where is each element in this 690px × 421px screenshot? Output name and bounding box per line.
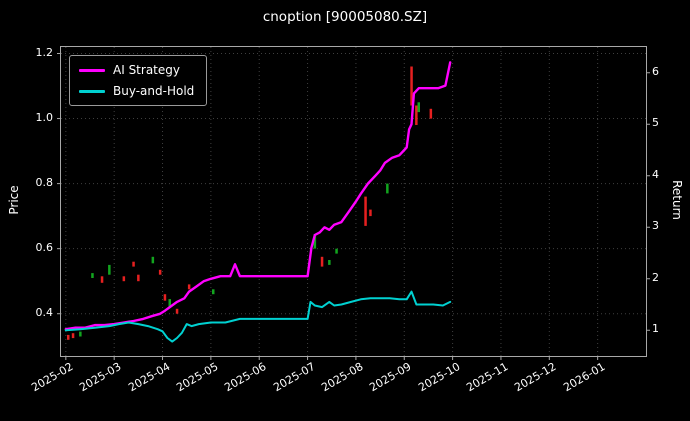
x-tick-label: 2025-07 — [270, 360, 318, 395]
y-left-tick-label: 0.6 — [35, 240, 54, 254]
x-tick-label: 2025-06 — [222, 360, 269, 395]
price-mark — [386, 183, 389, 194]
price-mark — [369, 209, 372, 217]
left-axis-label: Price — [7, 185, 21, 215]
price-mark — [212, 289, 215, 295]
chart-title: cnoption [90005080.SZ] — [262, 9, 428, 25]
y-right-tick-label: 2 — [652, 270, 659, 284]
price-mark — [91, 273, 94, 278]
y-right-tick-label: 6 — [652, 64, 659, 78]
price-mark — [137, 274, 140, 282]
price-mark — [320, 256, 324, 267]
right-axis-label: Return — [670, 180, 684, 220]
price-mark — [122, 276, 126, 282]
price-mark — [163, 294, 167, 301]
price-mark — [417, 102, 420, 113]
x-tick-label: 2025-12 — [512, 360, 559, 395]
price-mark — [415, 105, 418, 125]
price-mark — [410, 66, 413, 106]
plot-canvas — [57, 47, 650, 360]
ai-strategy-line-swatch — [79, 68, 105, 72]
price-mark — [151, 256, 155, 264]
y-right-tick-label: 5 — [652, 116, 659, 130]
price-mark — [108, 264, 111, 275]
legend-label-ai-strategy: AI Strategy — [113, 63, 180, 77]
x-tick-label: 2025-11 — [464, 360, 511, 395]
price-mark — [79, 331, 82, 337]
legend-label-buy-and-hold: Buy-and-Hold — [113, 84, 195, 98]
price-mark — [187, 284, 191, 290]
y-right-tick-label: 3 — [652, 219, 659, 233]
x-tick-label: 2025-04 — [125, 360, 173, 395]
price-mark — [132, 261, 135, 267]
x-tick-label: 2025-03 — [77, 360, 124, 395]
price-mark — [100, 276, 104, 283]
series-line-buy-and-hold — [64, 290, 452, 343]
price-mark — [313, 234, 317, 249]
y-right-tick-label: 1 — [652, 322, 659, 336]
price-mark — [158, 269, 162, 275]
price-mark — [175, 308, 179, 314]
y-left-tick-label: 0.8 — [35, 175, 54, 189]
x-axis-tick-labels: 2025-02 2025-03 2025-04 2025-05 2025-06 2025-… — [0, 360, 690, 420]
y-left-tick-label: 0.4 — [35, 305, 54, 319]
plot-area: AI Strategy Buy-and-Hold — [57, 46, 650, 360]
price-mark — [71, 333, 75, 339]
price-mark — [335, 248, 338, 254]
price-mark — [328, 260, 331, 265]
x-tick-label: 2025-02 — [29, 360, 76, 395]
legend-item-ai-strategy: AI Strategy — [79, 63, 194, 77]
x-tick-label: 2026-01 — [560, 360, 608, 395]
legend-item-buy-and-hold: Buy-and-Hold — [79, 84, 194, 98]
price-mark — [168, 299, 171, 308]
price-mark — [364, 196, 367, 226]
x-tick-label: 2025-08 — [319, 360, 366, 395]
x-tick-label: 2025-10 — [415, 360, 463, 395]
x-tick-label: 2025-05 — [174, 360, 221, 395]
series-line-ai-strategy — [64, 61, 452, 331]
price-mark — [429, 108, 433, 119]
legend: AI Strategy Buy-and-Hold — [69, 55, 208, 106]
y-left-tick-label: 1.0 — [35, 110, 54, 124]
buy-and-hold-line-swatch — [79, 89, 105, 93]
x-tick-label: 2025-09 — [367, 360, 414, 395]
price-mark — [67, 334, 70, 340]
y-left-tick-label: 1.2 — [35, 45, 54, 59]
y-right-tick-label: 4 — [652, 167, 659, 181]
